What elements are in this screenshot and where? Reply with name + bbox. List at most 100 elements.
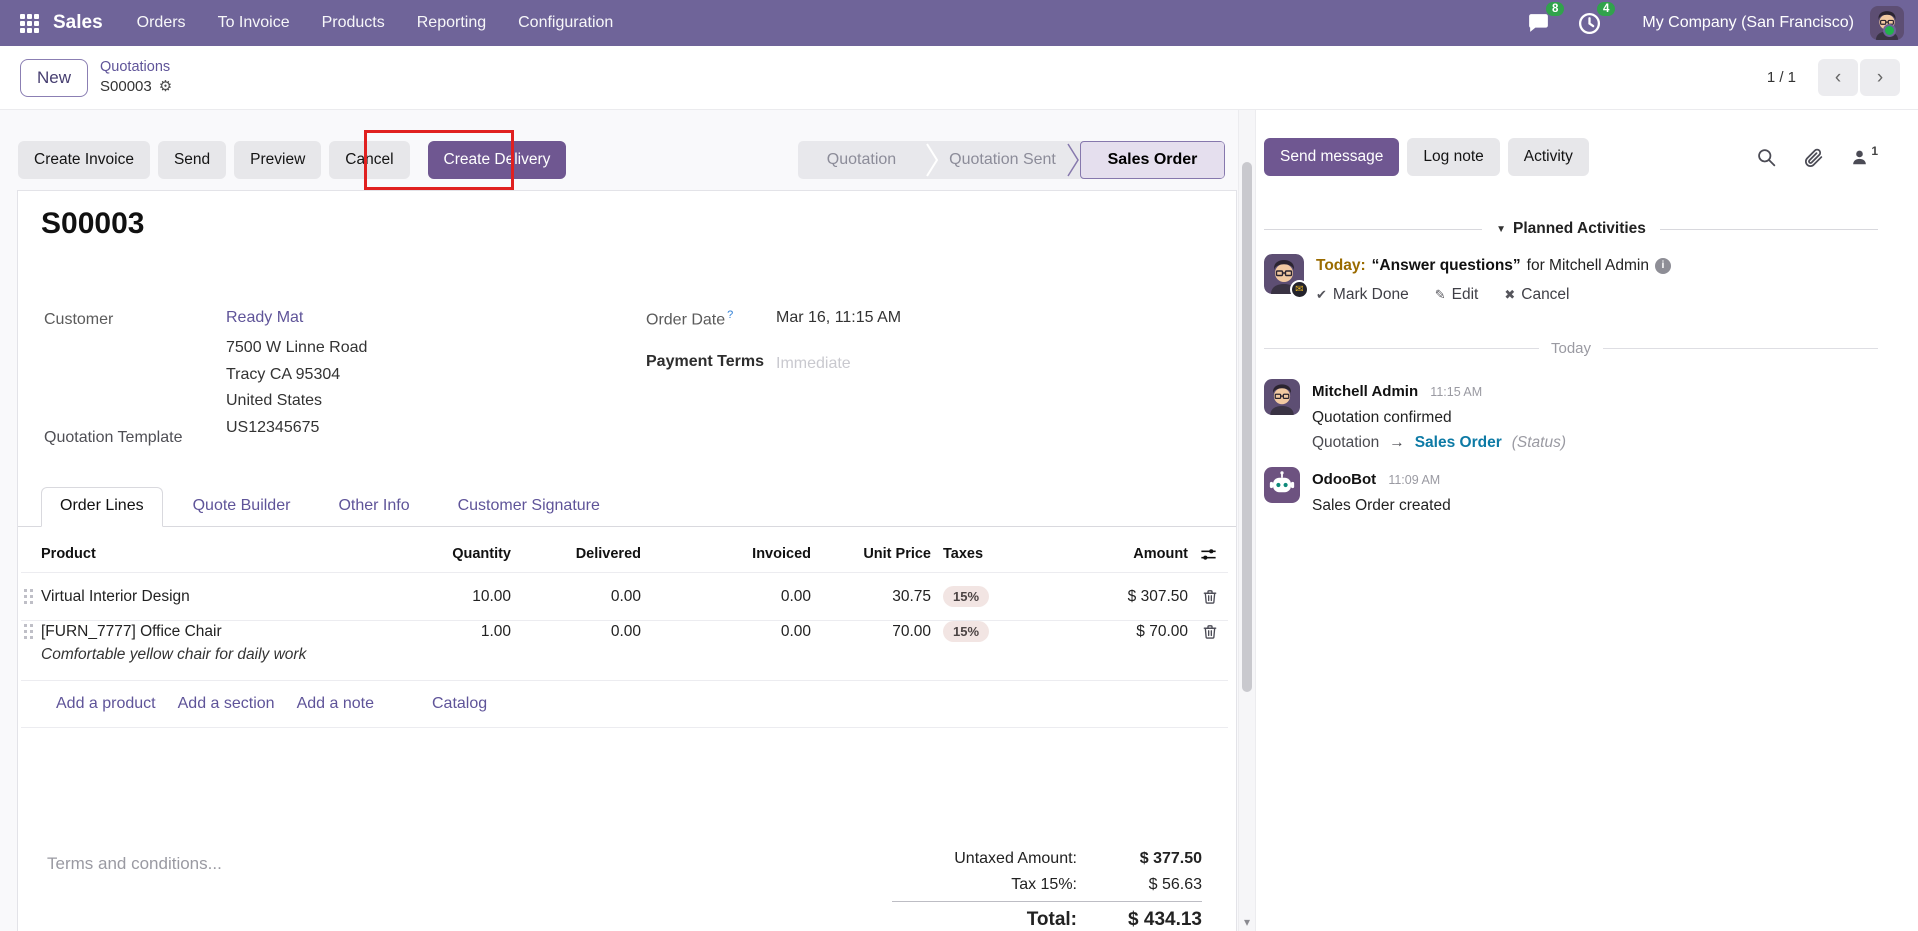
total-label: Total: <box>1026 909 1077 930</box>
edit-activity-button[interactable]: ✎ Edit <box>1435 283 1479 306</box>
breadcrumb-quotations[interactable]: Quotations <box>100 58 171 75</box>
activities-badge: 4 <box>1596 1 1616 16</box>
unit-price-cell[interactable]: 30.75 <box>892 587 931 605</box>
message-time: 11:15 AM <box>1430 385 1483 399</box>
pager-previous-button[interactable]: ‹ <box>1818 59 1858 96</box>
quantity-cell[interactable]: 1.00 <box>480 622 511 640</box>
breadcrumb: Quotations S00003 ⚙ <box>100 58 172 98</box>
invoiced-cell[interactable]: 0.00 <box>780 622 811 640</box>
app-name[interactable]: Sales <box>53 12 103 33</box>
column-delivered[interactable]: Delivered <box>575 546 641 562</box>
tab-quote-builder[interactable]: Quote Builder <box>192 497 291 514</box>
column-product[interactable]: Product <box>41 546 96 562</box>
help-question-icon[interactable]: ? <box>727 309 734 321</box>
tab-order-lines[interactable]: Order Lines <box>41 487 163 527</box>
attachments-paperclip-icon[interactable] <box>1803 147 1824 168</box>
chatter-toolbar: Send message Log note Activity 1 <box>1264 138 1878 176</box>
new-button[interactable]: New <box>20 58 89 97</box>
tab-other-info[interactable]: Other Info <box>338 497 410 514</box>
create-delivery-button[interactable]: Create Delivery <box>427 141 567 179</box>
optional-columns-icon[interactable] <box>1188 545 1228 564</box>
delete-line-trash-icon[interactable] <box>1188 623 1228 640</box>
nav-item-configuration[interactable]: Configuration <box>518 14 614 31</box>
order-date-value[interactable]: Mar 16, 11:15 AM <box>776 309 902 326</box>
activity-assignee: for Mitchell Admin <box>1526 257 1649 274</box>
cancel-activity-button[interactable]: ✖ Cancel <box>1504 283 1569 306</box>
chevron-left-icon: ‹ <box>1834 67 1842 88</box>
apps-grid-icon[interactable] <box>20 13 39 33</box>
column-taxes[interactable]: Taxes <box>943 546 984 562</box>
nav-item-reporting[interactable]: Reporting <box>416 14 487 31</box>
log-note-button[interactable]: Log note <box>1407 138 1500 176</box>
message-author[interactable]: OdooBot <box>1312 471 1377 488</box>
record-actions-gear-icon[interactable]: ⚙ <box>158 78 173 96</box>
nav-item-orders[interactable]: Orders <box>136 14 186 31</box>
delete-line-trash-icon[interactable] <box>1188 588 1228 605</box>
status-step-sales-order[interactable]: Sales Order <box>1080 141 1225 179</box>
unit-price-cell[interactable]: 70.00 <box>892 622 931 640</box>
messages-badge: 8 <box>1545 1 1565 16</box>
status-step-quotation[interactable]: Quotation <box>826 151 897 168</box>
planned-activities-toggle[interactable]: ▼ Planned Activities <box>1264 220 1878 238</box>
payment-terms-field[interactable]: Immediate <box>776 355 851 372</box>
user-avatar[interactable] <box>1870 6 1904 40</box>
column-amount[interactable]: Amount <box>1133 546 1188 562</box>
mark-done-button[interactable]: ✔ Mark Done <box>1316 283 1409 306</box>
pencil-icon: ✎ <box>1434 287 1446 302</box>
address-line: United States <box>226 392 323 409</box>
column-unit-price[interactable]: Unit Price <box>863 546 931 562</box>
invoiced-cell[interactable]: 0.00 <box>780 587 811 605</box>
status-step-quotation-sent[interactable]: Quotation Sent <box>949 151 1056 168</box>
cancel-button[interactable]: Cancel <box>329 141 410 179</box>
send-button[interactable]: Send <box>157 141 227 179</box>
terms-and-conditions-field[interactable]: Terms and conditions... <box>47 854 222 873</box>
delivered-cell[interactable]: 0.00 <box>610 622 641 640</box>
tracking-old-value: Quotation <box>1312 434 1380 451</box>
product-cell[interactable]: [FURN_7777] Office Chair <box>41 622 222 640</box>
tab-customer-signature[interactable]: Customer Signature <box>457 497 600 514</box>
scrollbar-thumb[interactable] <box>1242 162 1252 692</box>
customer-link[interactable]: Ready Mat <box>226 309 304 326</box>
activity-avatar: ✉ <box>1264 254 1309 299</box>
add-a-product-link[interactable]: Add a product <box>56 695 156 712</box>
activity-item: ✉ Today: “Answer questions” for Mitchell… <box>1264 254 1878 306</box>
breadcrumb-current-record: S00003 <box>100 78 152 96</box>
untaxed-amount-value: $ 377.50 <box>1139 850 1202 867</box>
quotation-template-label: Quotation Template <box>44 429 183 446</box>
add-a-note-link[interactable]: Add a note <box>296 695 374 712</box>
column-invoiced[interactable]: Invoiced <box>752 546 811 562</box>
drag-handle-icon[interactable] <box>21 624 35 639</box>
table-header-row: Product Quantity Delivered Invoiced Unit… <box>21 536 1228 572</box>
tax-badge[interactable]: 15% <box>943 586 990 607</box>
info-icon[interactable]: i <box>1654 257 1671 274</box>
tracking-field-name: (Status) <box>1511 434 1567 451</box>
date-divider: Today <box>1264 340 1878 357</box>
message-time: 11:09 AM <box>1388 473 1441 487</box>
messages-icon[interactable]: 8 <box>1526 1 1565 36</box>
message-author[interactable]: Mitchell Admin <box>1312 383 1419 400</box>
chatter-panel: Send message Log note Activity 1 ▼ Plann… <box>1256 110 1918 931</box>
activity-button[interactable]: Activity <box>1507 138 1589 176</box>
activities-clock-icon[interactable]: 4 <box>1577 1 1616 36</box>
column-quantity[interactable]: Quantity <box>452 546 511 562</box>
delivered-cell[interactable]: 0.00 <box>610 587 641 605</box>
pager-next-button[interactable]: › <box>1860 59 1900 96</box>
nav-item-products[interactable]: Products <box>321 14 385 31</box>
product-cell[interactable]: Virtual Interior Design <box>41 587 190 605</box>
tax-badge[interactable]: 15% <box>943 621 990 642</box>
form-view-area: Create Invoice Send Preview Cancel Creat… <box>0 110 1238 931</box>
vertical-scrollbar: ▾ <box>1238 110 1256 931</box>
followers-icon[interactable]: 1 <box>1850 144 1878 167</box>
drag-handle-icon[interactable] <box>21 589 35 604</box>
company-name[interactable]: My Company (San Francisco) <box>1642 14 1854 31</box>
catalog-link[interactable]: Catalog <box>431 695 488 712</box>
create-invoice-button[interactable]: Create Invoice <box>18 141 150 179</box>
preview-button[interactable]: Preview <box>234 141 322 179</box>
quantity-cell[interactable]: 10.00 <box>472 587 511 605</box>
pager-value: 1 / 1 <box>1766 69 1796 86</box>
nav-item-to-invoice[interactable]: To Invoice <box>217 14 290 31</box>
add-a-section-link[interactable]: Add a section <box>177 695 275 712</box>
send-message-button[interactable]: Send message <box>1264 138 1400 176</box>
scroll-down-arrow-icon[interactable]: ▾ <box>1243 915 1251 929</box>
search-messages-icon[interactable] <box>1756 147 1777 168</box>
